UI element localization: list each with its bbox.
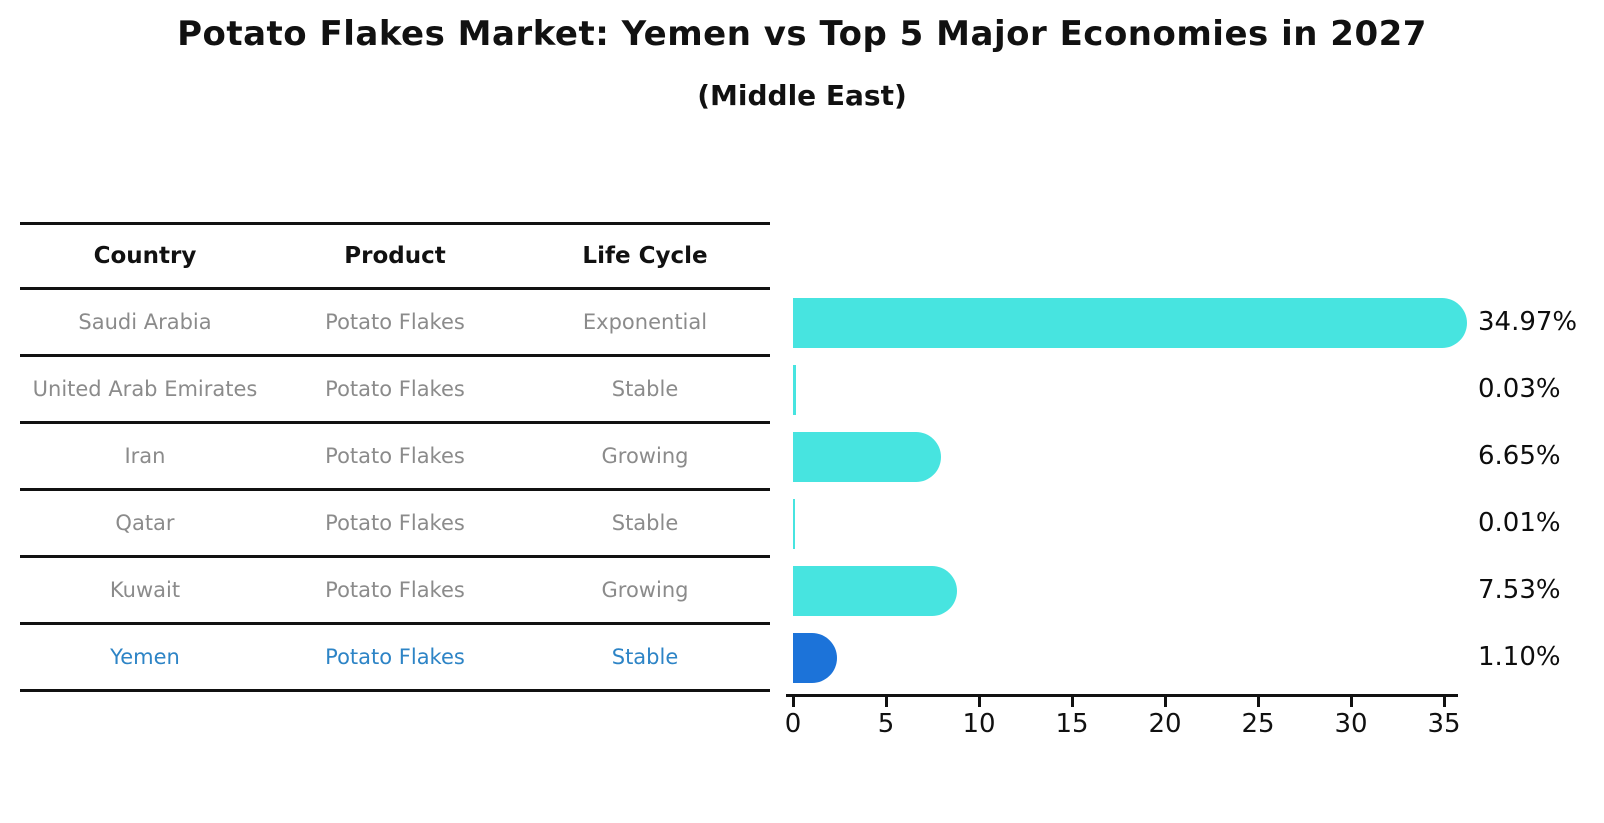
cell-life-cycle: Exponential — [582, 310, 708, 334]
x-axis-line — [786, 694, 1458, 697]
cell-country: Kuwait — [109, 578, 181, 602]
table-body: Saudi Arabia Potato Flakes Exponential Unit… — [20, 290, 770, 692]
cell-product: Potato Flakes — [325, 645, 465, 669]
x-tick — [1256, 696, 1260, 707]
summary-table: Country Product Life Cycle Saudi Arabia P… — [20, 222, 770, 692]
bar-united-arab-emirates — [793, 365, 796, 415]
cell-life-cycle: Stable — [611, 645, 679, 669]
table-header-row: Country Product Life Cycle — [20, 222, 770, 290]
x-tick — [1442, 696, 1446, 707]
cell-country: Yemen — [110, 645, 180, 669]
x-tick-label: 30 — [1334, 709, 1368, 739]
x-tick-label: 25 — [1241, 709, 1275, 739]
bar-value-label-qatar: 0.01% — [1478, 508, 1561, 538]
cell-product: Potato Flakes — [325, 578, 465, 602]
x-tick — [1163, 696, 1167, 707]
table-row-saudi-arabia: Saudi Arabia Potato Flakes Exponential — [20, 290, 770, 357]
x-tick — [1070, 696, 1074, 707]
x-tick — [1349, 696, 1353, 707]
cell-life-cycle: Growing — [601, 444, 689, 468]
x-tick — [791, 696, 795, 707]
cell-product: Potato Flakes — [325, 444, 465, 468]
table-row-kuwait: Kuwait Potato Flakes Growing — [20, 558, 770, 625]
table-row-qatar: Qatar Potato Flakes Stable — [20, 491, 770, 558]
bar-value-label-kuwait: 7.53% — [1478, 575, 1561, 605]
bar-value-label-iran: 6.65% — [1478, 441, 1561, 471]
bar-yemen — [793, 633, 837, 683]
bar-value-label-yemen: 1.10% — [1478, 642, 1561, 672]
bar-qatar — [793, 499, 795, 549]
cell-life-cycle: Stable — [611, 377, 679, 401]
cell-life-cycle: Growing — [601, 578, 689, 602]
cell-product: Potato Flakes — [325, 511, 465, 535]
chart-subtitle: (Middle East) — [697, 79, 907, 112]
cell-product: Potato Flakes — [325, 377, 465, 401]
bar-value-label-saudi-arabia: 34.97% — [1478, 307, 1578, 337]
cell-country: Saudi Arabia — [78, 310, 212, 334]
table-row-yemen: Yemen Potato Flakes Stable — [20, 625, 770, 692]
x-tick-label: 20 — [1148, 709, 1182, 739]
bar-kuwait — [793, 566, 957, 616]
x-tick-label: 0 — [784, 709, 802, 739]
cell-country: Iran — [124, 444, 166, 468]
cell-product: Potato Flakes — [325, 310, 465, 334]
bar-saudi-arabia — [793, 298, 1467, 348]
x-tick-label: 10 — [962, 709, 996, 739]
chart-title: Potato Flakes Market: Yemen vs Top 5 Maj… — [177, 14, 1427, 54]
header-cell-life-cycle: Life Cycle — [582, 243, 708, 269]
header-cell-product: Product — [344, 243, 446, 269]
x-tick — [977, 696, 981, 707]
cell-country: Qatar — [115, 511, 175, 535]
x-tick-label: 5 — [877, 709, 895, 739]
x-tick-label: 35 — [1427, 709, 1461, 739]
cell-life-cycle: Stable — [611, 511, 679, 535]
x-tick-label: 15 — [1055, 709, 1089, 739]
cell-country: United Arab Emirates — [32, 377, 258, 401]
table-row-iran: Iran Potato Flakes Growing — [20, 424, 770, 491]
x-tick — [884, 696, 888, 707]
bar-value-label-united-arab-emirates: 0.03% — [1478, 374, 1561, 404]
table-row-united-arab-emirates: United Arab Emirates Potato Flakes Stable — [20, 357, 770, 424]
bar-iran — [793, 432, 941, 482]
header-cell-country: Country — [93, 243, 197, 269]
